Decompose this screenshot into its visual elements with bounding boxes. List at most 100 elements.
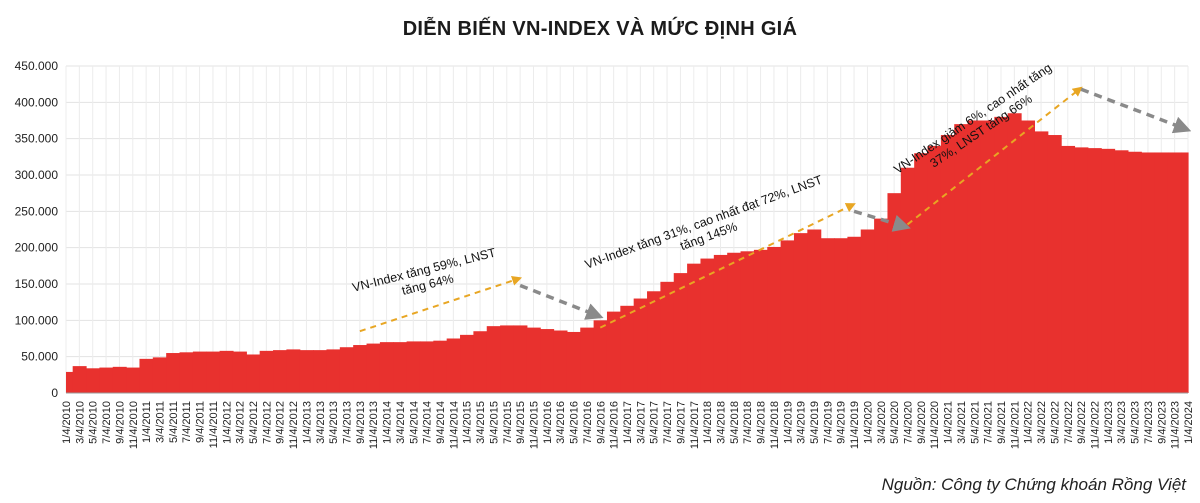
data-bar xyxy=(954,124,969,393)
x-tick-label: 11/4/2018 xyxy=(769,401,781,449)
data-bar xyxy=(927,145,942,393)
data-bar xyxy=(994,116,1009,393)
y-tick-label: 250.000 xyxy=(15,204,59,218)
data-bar xyxy=(86,368,100,393)
data-bar xyxy=(687,263,702,393)
x-tick-label: 9/4/2019 xyxy=(836,401,848,444)
x-tick-label: 7/4/2010 xyxy=(101,401,113,444)
data-bar xyxy=(700,258,715,393)
x-tick-label: 9/4/2016 xyxy=(595,401,607,444)
x-tick-label: 9/4/2011 xyxy=(195,401,207,443)
data-bar xyxy=(1047,135,1062,394)
data-bar xyxy=(219,350,234,393)
data-bar xyxy=(66,371,74,393)
x-tick-label: 3/4/2019 xyxy=(796,401,808,444)
data-bar xyxy=(914,153,929,393)
data-bar xyxy=(192,351,207,393)
x-tick-label: 3/4/2015 xyxy=(475,401,487,444)
x-tick-label: 5/4/2020 xyxy=(889,401,901,444)
source-note: Nguồn: Công ty Chứng khoán Rồng Việt xyxy=(881,475,1186,494)
data-bar xyxy=(513,325,528,393)
x-tick-label: 5/4/2011 xyxy=(168,401,180,443)
y-tick-label: 400.000 xyxy=(15,95,59,109)
data-bar xyxy=(433,340,448,393)
data-bar xyxy=(179,352,194,393)
data-bar xyxy=(967,120,982,393)
data-bar xyxy=(820,238,835,393)
x-tick-label: 9/4/2012 xyxy=(275,401,287,444)
y-tick-label: 150.000 xyxy=(15,277,59,291)
x-tick-label: 1/4/2017 xyxy=(622,401,634,444)
data-bar xyxy=(126,367,141,393)
data-bar xyxy=(713,254,728,393)
data-bar xyxy=(112,366,127,393)
y-tick-label: 200.000 xyxy=(15,241,59,255)
x-tick-label: 7/4/2019 xyxy=(822,401,834,444)
data-bar xyxy=(1101,148,1116,393)
y-axis: 0 50.000 100.000 150.000 200.000 250.000 300.0… xyxy=(15,59,59,400)
x-tick-label: 5/4/2014 xyxy=(408,401,420,444)
x-tick-label: 7/4/2015 xyxy=(502,401,514,444)
x-tick-label: 11/4/2022 xyxy=(1090,401,1102,449)
trend-arrow-down xyxy=(1080,87,1192,134)
x-tick-label: 11/4/2015 xyxy=(529,401,541,449)
x-tick-label: 9/4/2022 xyxy=(1076,401,1088,444)
x-tick-label: 3/4/2018 xyxy=(716,401,728,444)
x-tick-label: 9/4/2017 xyxy=(675,401,687,444)
data-bar xyxy=(286,349,301,393)
x-tick-label: 3/4/2020 xyxy=(876,401,888,444)
data-bar xyxy=(446,338,461,393)
data-bar xyxy=(353,345,368,393)
x-tick-label: 7/4/2018 xyxy=(742,401,754,444)
x-tick-label: 9/4/2015 xyxy=(515,401,527,444)
x-tick-label: 3/4/2022 xyxy=(1036,401,1048,444)
y-tick-label: 450.000 xyxy=(15,59,59,73)
x-tick-label: 11/4/2021 xyxy=(1009,401,1021,449)
x-tick-label: 7/4/2012 xyxy=(261,401,273,444)
data-bar xyxy=(473,331,488,393)
x-tick-label: 9/4/2014 xyxy=(435,401,447,444)
x-tick-label: 1/4/2016 xyxy=(542,401,554,444)
data-bar xyxy=(647,291,661,393)
data-bar xyxy=(72,366,87,393)
data-bar xyxy=(206,351,221,393)
x-tick-label: 3/4/2023 xyxy=(1116,401,1128,444)
x-tick-label: 3/4/2011 xyxy=(155,401,167,443)
x-tick-label: 7/4/2020 xyxy=(903,401,915,444)
y-tick-label: 100.000 xyxy=(15,313,59,327)
data-bar xyxy=(1034,131,1049,393)
x-tick-label: 5/4/2018 xyxy=(729,401,741,444)
data-bar xyxy=(326,349,341,393)
data-bar xyxy=(460,334,474,393)
data-bar xyxy=(232,351,247,393)
x-tick-label: 1/4/2013 xyxy=(301,401,313,444)
x-tick-label: 1/4/2015 xyxy=(462,401,474,444)
x-tick-label: 1/4/2014 xyxy=(382,401,394,444)
x-tick-label: 11/4/2011 xyxy=(208,401,220,448)
data-bar xyxy=(807,229,822,393)
data-bar xyxy=(1154,152,1169,393)
data-bar xyxy=(259,350,274,393)
data-bar xyxy=(1074,147,1089,393)
data-bar xyxy=(593,320,608,393)
data-bar xyxy=(1127,151,1142,393)
trend-arrow-down xyxy=(853,209,911,232)
data-bar xyxy=(1114,150,1129,393)
x-tick-label: 11/4/2010 xyxy=(128,401,140,449)
data-bar xyxy=(753,249,768,393)
data-bar xyxy=(273,350,287,393)
x-tick-label: 9/4/2010 xyxy=(114,401,126,444)
x-tick-label: 1/4/2011 xyxy=(141,401,153,443)
x-tick-label: 9/4/2021 xyxy=(996,401,1008,444)
x-tick-label: 5/4/2013 xyxy=(328,401,340,444)
trend-arrow-up xyxy=(599,203,856,329)
x-tick-label: 7/4/2014 xyxy=(422,401,434,444)
data-area xyxy=(66,113,1189,394)
data-bar xyxy=(166,353,181,393)
data-bar xyxy=(874,218,889,393)
chart-title: DIỄN BIẾN VN-INDEX VÀ MỨC ĐỊNH GIÁ xyxy=(402,18,798,40)
data-bar xyxy=(847,236,862,393)
x-tick-label: 11/4/2016 xyxy=(609,401,621,449)
x-tick-label: 1/4/2018 xyxy=(702,401,714,444)
